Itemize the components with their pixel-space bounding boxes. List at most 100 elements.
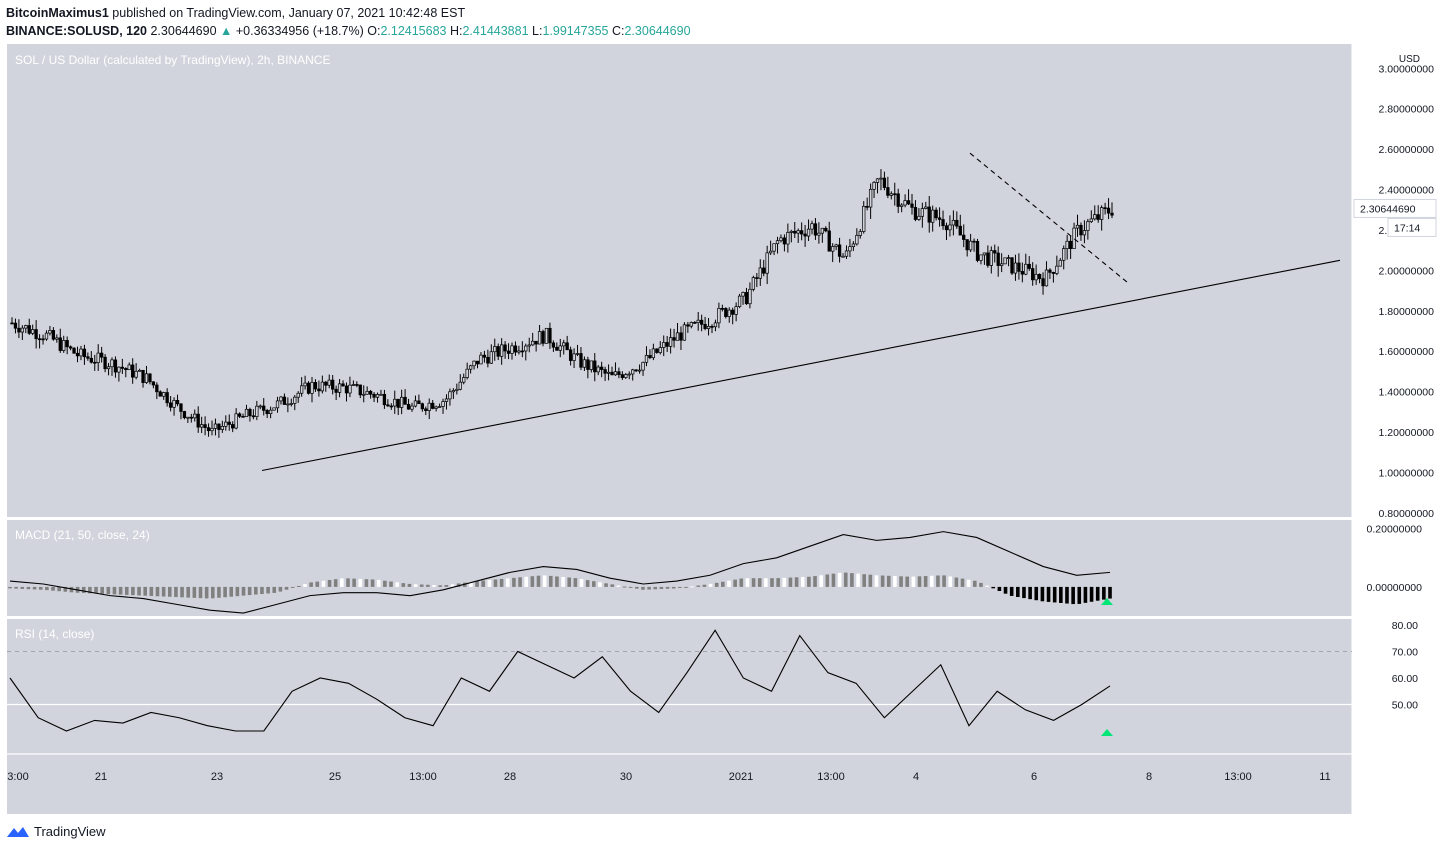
macd-histogram-bar <box>297 585 301 587</box>
candle-body <box>468 365 473 370</box>
candle-body <box>17 327 21 333</box>
macd-histogram-bar <box>973 580 977 587</box>
macd-histogram-bar <box>426 584 430 587</box>
macd-histogram-bar <box>850 573 854 587</box>
candle-body <box>872 182 876 190</box>
candle-body <box>817 232 821 236</box>
candle-body <box>744 292 749 305</box>
footer-brand[interactable]: TradingView <box>6 824 106 839</box>
candle-body <box>793 230 797 234</box>
candle-body <box>355 384 359 386</box>
time-tick-label: 25 <box>329 771 341 783</box>
candle-body <box>1017 262 1021 272</box>
macd-histogram-bar <box>1009 586 1014 596</box>
candle-body <box>313 382 318 390</box>
candle-body <box>527 344 531 347</box>
candle-body <box>179 403 183 412</box>
candle-body <box>1013 262 1018 274</box>
macd-histogram-bar <box>143 586 147 596</box>
candle-body <box>524 345 528 352</box>
time-tick-label: 11 <box>1319 771 1330 783</box>
candle-body <box>613 371 618 376</box>
macd-histogram-bar <box>567 577 572 587</box>
candle-body <box>1020 271 1024 275</box>
candle-body <box>231 424 235 429</box>
candle-body <box>651 348 656 359</box>
candle-body <box>741 292 745 297</box>
candle-body <box>751 277 756 290</box>
candle-body <box>544 327 549 344</box>
price-axis[interactable] <box>1352 44 1440 814</box>
candle-body <box>44 332 49 340</box>
candle-body <box>1100 207 1104 220</box>
macd-histogram-bar <box>475 581 479 587</box>
candle-body <box>244 408 249 418</box>
candle-body <box>562 342 566 347</box>
candle-body <box>1048 269 1052 273</box>
candle-body <box>96 352 100 363</box>
price-tick-label: 1.80000000 <box>1379 306 1435 318</box>
macd-histogram-bar <box>309 582 313 587</box>
chart-area[interactable]: USD 3.00000000 2.80000000 2.60000000 2.40000… <box>0 44 1445 816</box>
author-name[interactable]: BitcoinMaximus1 <box>6 6 109 20</box>
macd-histogram-bar <box>696 585 701 587</box>
macd-histogram-bar <box>106 586 111 595</box>
macd-histogram-bar <box>63 586 68 592</box>
macd-histogram-bar <box>81 586 86 594</box>
candle-body <box>134 370 138 378</box>
candle-body <box>596 366 600 373</box>
high-value: 2.41443881 <box>462 24 529 38</box>
candle-body <box>655 348 659 353</box>
macd-histogram-bar <box>1071 586 1075 605</box>
candle-body <box>762 267 766 274</box>
candle-body <box>1082 230 1087 236</box>
candle-body <box>1093 214 1097 220</box>
macd-histogram-bar <box>856 573 860 587</box>
price-pane[interactable] <box>7 44 1352 517</box>
macd-histogram-bar <box>481 580 485 587</box>
candle-body <box>403 396 407 405</box>
macd-histogram-bar <box>118 586 123 595</box>
candle-body <box>948 224 952 231</box>
candle-body <box>1027 263 1031 269</box>
macd-histogram-bar <box>1065 586 1069 604</box>
candle-body <box>1024 263 1028 275</box>
brand-label: TradingView <box>34 824 106 839</box>
macd-histogram-bar <box>714 582 719 587</box>
candle-body <box>796 230 800 234</box>
rsi-tick-label: 50.00 <box>1392 700 1418 712</box>
symbol-label: BINANCE:SOLUSD, 120 <box>6 24 147 38</box>
macd-histogram-bar <box>1022 586 1026 599</box>
candle-body <box>51 330 56 340</box>
macd-bullish-arrow-icon <box>1101 598 1113 605</box>
candle-body <box>417 400 421 405</box>
rsi-pane[interactable] <box>7 619 1352 755</box>
candle-body <box>165 392 169 404</box>
macd-histogram-bar <box>739 578 744 587</box>
candle-body <box>1096 214 1100 220</box>
macd-histogram-bar <box>733 579 737 587</box>
ascending-support-line[interactable] <box>261 259 1341 472</box>
candle-body <box>400 396 404 408</box>
descending-resistance-line[interactable] <box>969 152 1131 285</box>
macd-pane[interactable] <box>7 520 1352 616</box>
candle-body <box>131 364 135 378</box>
candle-body <box>68 346 73 349</box>
macd-histogram-bar <box>38 586 43 590</box>
candle-body <box>658 347 662 353</box>
macd-histogram-bar <box>548 575 553 587</box>
candle-body <box>168 402 173 408</box>
candle-body <box>531 340 535 346</box>
time-tick-label: 13:00 <box>1224 771 1252 783</box>
candle-body <box>779 237 783 242</box>
candle-body <box>13 322 18 329</box>
candle-body <box>989 250 993 266</box>
candle-body <box>144 373 149 383</box>
candle-body <box>806 228 811 237</box>
candle-body <box>662 342 666 348</box>
macd-histogram-bar <box>432 585 436 587</box>
candle-body <box>262 405 266 411</box>
macd-histogram-bar <box>180 586 184 598</box>
candle-body <box>189 416 193 419</box>
